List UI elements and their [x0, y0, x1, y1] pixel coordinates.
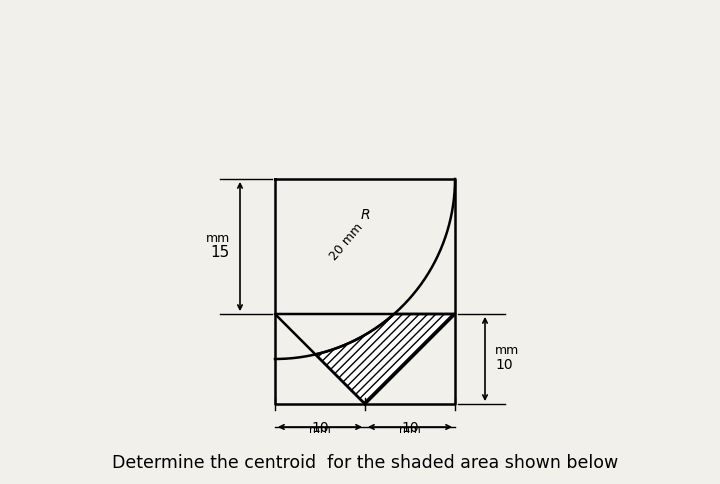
Text: mm: mm: [309, 425, 331, 435]
Text: 15: 15: [211, 245, 230, 260]
Text: mm: mm: [206, 232, 230, 245]
Text: Determine the centroid  for the shaded area shown below: Determine the centroid for the shaded ar…: [112, 454, 618, 472]
Text: R: R: [360, 208, 370, 222]
Polygon shape: [315, 314, 455, 404]
Text: mm: mm: [495, 345, 519, 358]
Text: 20 mm: 20 mm: [328, 221, 366, 263]
Text: 10: 10: [311, 421, 329, 435]
Text: mm: mm: [399, 425, 421, 435]
Text: 10: 10: [495, 358, 513, 372]
Text: 10: 10: [401, 421, 419, 435]
